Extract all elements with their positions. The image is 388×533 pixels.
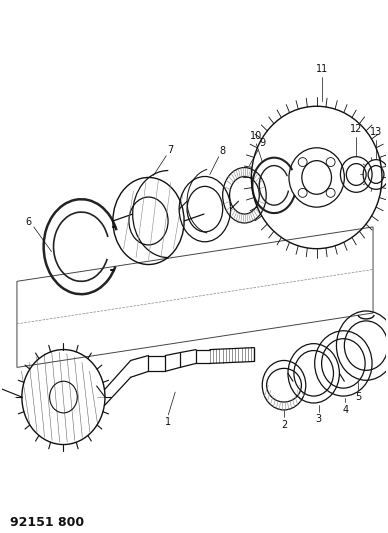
Text: 8: 8 (220, 146, 226, 156)
Text: 13: 13 (370, 127, 382, 137)
Text: 9: 9 (259, 138, 265, 148)
Text: 6: 6 (26, 217, 32, 227)
Text: 5: 5 (355, 392, 361, 402)
Text: 4: 4 (342, 405, 348, 415)
Text: 3: 3 (315, 414, 322, 424)
Text: 11: 11 (315, 63, 328, 74)
Text: 10: 10 (250, 131, 262, 141)
Text: 7: 7 (167, 145, 173, 155)
Text: 2: 2 (281, 420, 287, 430)
Text: 92151 800: 92151 800 (10, 516, 84, 529)
Text: 12: 12 (350, 124, 362, 134)
Text: 1: 1 (165, 417, 171, 427)
